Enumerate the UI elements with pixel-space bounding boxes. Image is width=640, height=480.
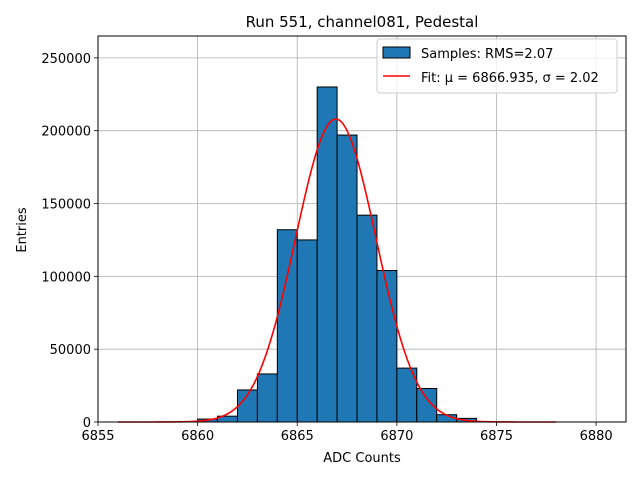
legend-samples-swatch bbox=[382, 46, 411, 59]
ticks-layer: 6855 6860 6865 6870 6875 6880 0 50000 100000 1500… bbox=[41, 52, 612, 444]
x-tick-label: 6865 bbox=[281, 429, 314, 444]
histogram-bar bbox=[356, 214, 378, 423]
x-tick-label: 6855 bbox=[81, 429, 114, 444]
plot-frame bbox=[97, 35, 627, 423]
y-axis-label: Entries bbox=[15, 207, 30, 253]
y-tick-label: 150000 bbox=[41, 198, 91, 213]
x-tick-label: 6870 bbox=[380, 429, 413, 444]
histogram-bar bbox=[316, 86, 338, 423]
x-axis-label: ADC Counts bbox=[323, 451, 401, 466]
y-tick-label: 200000 bbox=[41, 125, 91, 140]
x-tick-label: 6880 bbox=[580, 429, 613, 444]
y-tick-label: 250000 bbox=[41, 52, 91, 67]
bars-layer bbox=[197, 86, 478, 423]
histogram-bar bbox=[296, 239, 318, 423]
chart-title: Run 551, channel081, Pedestal bbox=[246, 13, 479, 31]
y-tick-label: 0 bbox=[83, 416, 91, 431]
legend-samples-label: Samples: RMS=2.07 bbox=[421, 47, 553, 62]
histogram-bar bbox=[256, 373, 278, 423]
histogram-bar bbox=[336, 134, 358, 423]
legend-fit-label: Fit: μ = 6866.935, σ = 2.02 bbox=[421, 71, 599, 86]
legend: Samples: RMS=2.07 Fit: μ = 6866.935, σ =… bbox=[376, 38, 618, 94]
x-tick-label: 6860 bbox=[181, 429, 214, 444]
x-tick-label: 6875 bbox=[480, 429, 513, 444]
histogram-bar bbox=[376, 270, 398, 423]
legend-box bbox=[376, 38, 618, 94]
y-tick-label: 50000 bbox=[50, 343, 91, 358]
histogram-bar bbox=[276, 229, 298, 423]
y-tick-label: 100000 bbox=[41, 270, 91, 285]
